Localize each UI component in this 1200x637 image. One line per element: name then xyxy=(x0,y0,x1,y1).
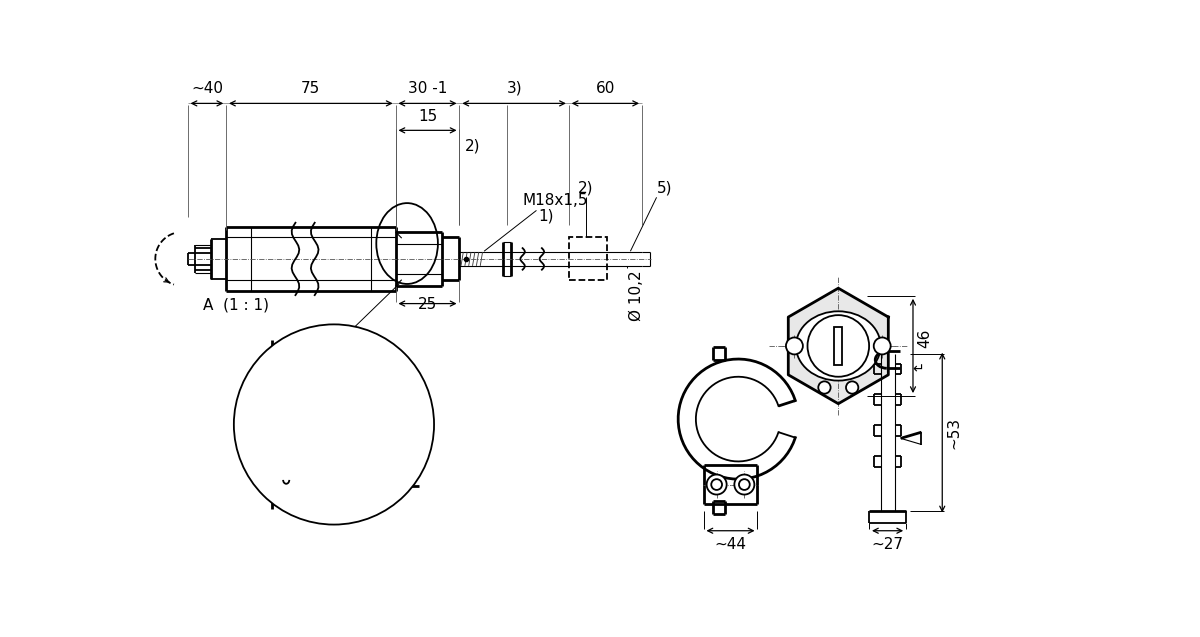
Text: 2): 2) xyxy=(464,138,480,154)
Text: ~44: ~44 xyxy=(714,537,746,552)
Text: 30 -1: 30 -1 xyxy=(408,81,448,96)
Circle shape xyxy=(786,338,803,354)
Circle shape xyxy=(712,479,722,490)
Polygon shape xyxy=(788,288,888,404)
Circle shape xyxy=(846,382,858,394)
Text: A  (1 : 1): A (1 : 1) xyxy=(203,298,269,313)
Circle shape xyxy=(739,479,750,490)
Text: 3): 3) xyxy=(506,81,522,96)
Text: 1): 1) xyxy=(538,209,553,224)
Circle shape xyxy=(808,315,869,376)
Text: ~53: ~53 xyxy=(947,417,962,448)
Text: Ø 10,2: Ø 10,2 xyxy=(629,271,644,321)
Text: 46: 46 xyxy=(918,329,932,348)
Text: 60: 60 xyxy=(595,81,616,96)
Circle shape xyxy=(874,338,890,354)
Text: ~27: ~27 xyxy=(871,537,904,552)
Text: 0,5 / Ø25: 0,5 / Ø25 xyxy=(289,438,360,454)
Text: M18x1,5: M18x1,5 xyxy=(523,194,588,208)
Circle shape xyxy=(234,324,434,525)
Bar xyxy=(569,238,607,280)
Text: ↵: ↵ xyxy=(912,362,924,376)
Text: 2): 2) xyxy=(578,181,594,196)
Text: 5): 5) xyxy=(658,181,673,196)
Text: 4): 4) xyxy=(314,373,330,389)
Text: 25: 25 xyxy=(418,297,437,312)
Circle shape xyxy=(707,475,727,494)
Ellipse shape xyxy=(796,311,881,380)
Bar xyxy=(834,327,842,365)
Text: ~40: ~40 xyxy=(191,81,223,96)
Text: 15: 15 xyxy=(418,109,437,124)
Text: 75: 75 xyxy=(301,81,320,96)
Circle shape xyxy=(734,475,755,494)
Circle shape xyxy=(818,382,830,394)
